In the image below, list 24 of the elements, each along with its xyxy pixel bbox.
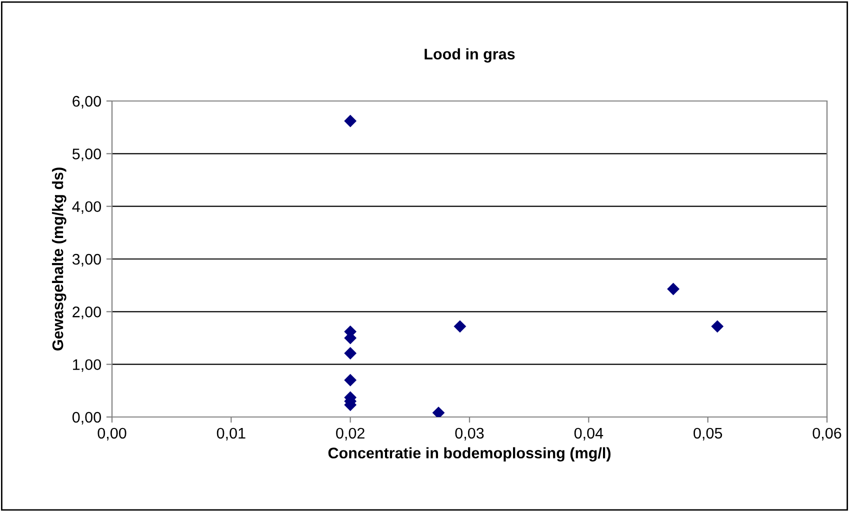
y-tick-label: 6,00 (72, 96, 101, 108)
x-tick-label: 0,00 (98, 428, 126, 440)
point (432, 406, 445, 417)
y-tick-label: 1,00 (73, 359, 101, 372)
y-tick-label: 3,00 (72, 254, 101, 266)
point (344, 114, 357, 128)
x-tick-label: 0,05 (694, 428, 722, 440)
y-tick-label: 5,00 (72, 148, 101, 162)
x-tick-label: 0,01 (216, 428, 246, 440)
x-tick-label: 0,04 (574, 428, 604, 440)
x-axis-title: Concentratie in bodemoplossing (mg/l) (328, 447, 610, 462)
chart-title: Lood in gras (424, 48, 515, 63)
y-tick-label: 2,00 (72, 306, 101, 320)
point (344, 347, 357, 360)
x-tick-label: 0,06 (812, 428, 842, 440)
x-tick-label: 0,02 (336, 428, 364, 440)
point (667, 282, 680, 296)
point (711, 320, 724, 333)
y-axis-title: Gewasgehalte (mg/kg ds) (52, 168, 66, 350)
y-tick-label: 4,00 (72, 201, 101, 214)
point (344, 374, 357, 386)
point (454, 320, 466, 333)
y-tick-label: 0,00 (72, 412, 101, 424)
x-tick-label: 0,03 (455, 428, 484, 440)
